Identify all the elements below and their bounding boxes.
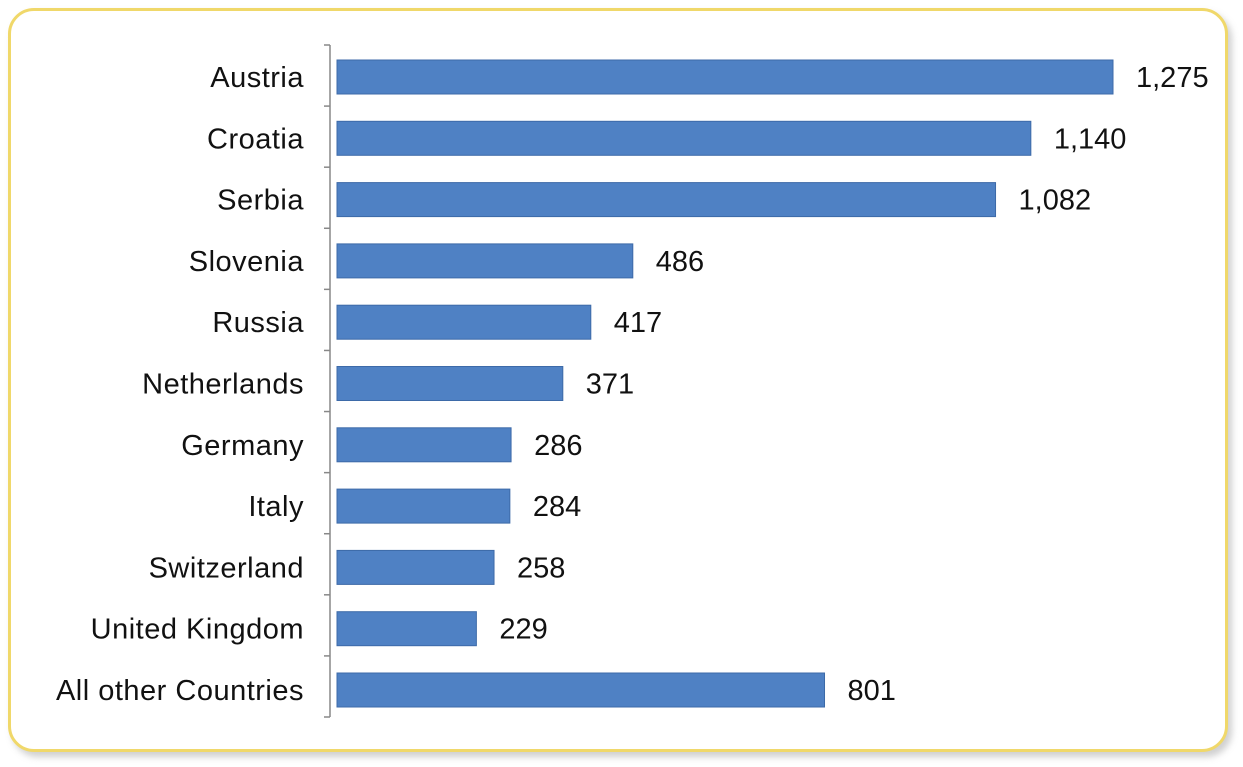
data-label: 284: [533, 491, 581, 523]
bar-germany: [336, 427, 512, 463]
data-label: 1,275: [1136, 62, 1209, 94]
bar-croatia: [336, 120, 1032, 156]
data-label: 1,140: [1054, 123, 1127, 155]
category-label: Italy: [248, 491, 304, 523]
category-label: All other Countries: [56, 675, 304, 707]
data-label: 258: [517, 552, 565, 584]
category-label: Russia: [212, 307, 304, 339]
category-label: Netherlands: [142, 369, 304, 401]
data-label: 417: [614, 307, 662, 339]
category-label: United Kingdom: [91, 614, 304, 646]
bar-switzerland: [336, 549, 495, 585]
data-label: 801: [848, 675, 896, 707]
category-label: Germany: [181, 430, 304, 462]
bar-russia: [336, 304, 592, 340]
category-label: Serbia: [217, 185, 304, 217]
data-label: 229: [499, 614, 547, 646]
data-label: 1,082: [1019, 185, 1092, 217]
data-label: 371: [586, 369, 634, 401]
bar-italy: [336, 488, 511, 524]
category-label: Switzerland: [149, 552, 304, 584]
bar-slovenia: [336, 243, 634, 279]
bar-all-other-countries: [336, 672, 826, 708]
category-label: Croatia: [207, 123, 304, 155]
category-label: Austria: [210, 62, 304, 94]
bar-austria: [336, 59, 1114, 95]
data-label: 486: [656, 246, 704, 278]
bar-netherlands: [336, 366, 564, 401]
category-label: Slovenia: [189, 246, 305, 278]
data-label: 286: [534, 430, 582, 462]
bar-united-kingdom: [336, 611, 477, 647]
bar-serbia: [336, 182, 997, 218]
